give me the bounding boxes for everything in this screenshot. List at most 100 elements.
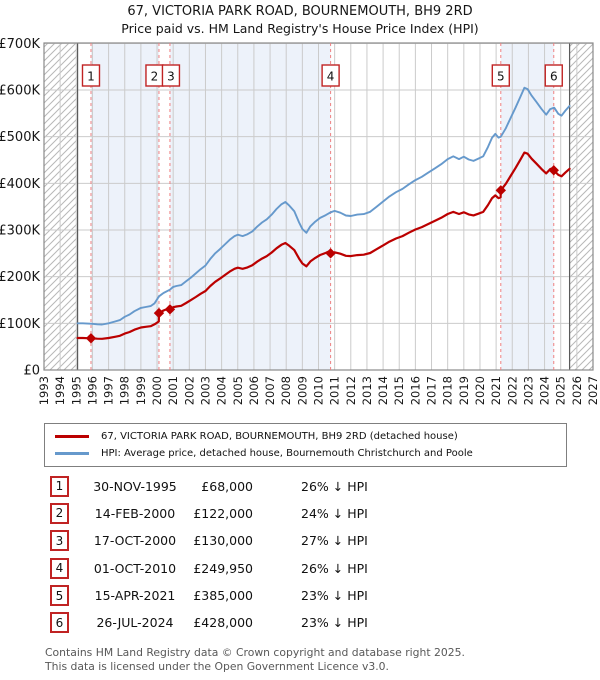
y-axis-label: £400K <box>0 177 40 192</box>
x-axis-label: 2020 <box>473 376 487 405</box>
sale-number-label: 5 <box>497 70 505 84</box>
sale-number-box <box>321 64 340 87</box>
x-axis-label: 2018 <box>441 376 455 405</box>
x-axis-label: 2015 <box>392 376 406 405</box>
x-axis-label: 1999 <box>134 376 148 405</box>
x-axis-label: 2003 <box>198 376 212 405</box>
sale-number-box <box>81 64 101 87</box>
x-axis-label: 2007 <box>263 376 277 405</box>
y-axis-label: £500K <box>0 130 40 145</box>
sale-point-diamond <box>153 307 165 319</box>
sale-date: 01-OCT-2010 <box>93 560 177 576</box>
legend-item-label: HPI: Average price, detached house, Bour… <box>101 448 473 459</box>
sale-price: £428,000 <box>193 615 253 631</box>
ownership-band <box>500 43 554 370</box>
sale-date: 17-OCT-2000 <box>93 533 177 549</box>
sale-price: £130,000 <box>193 533 253 549</box>
x-axis-label: 2021 <box>489 376 503 405</box>
x-axis-label: 2027 <box>586 376 600 405</box>
x-axis-label: 2011 <box>328 376 342 405</box>
sale-date: 26-JUL-2024 <box>96 615 174 631</box>
hpi-comparison: 23% ↓ HPI <box>301 615 368 631</box>
sale-point-diamond <box>548 165 559 176</box>
x-axis-label: 2012 <box>344 376 358 405</box>
sale-number-box <box>161 64 181 87</box>
row-number-badge: 4 <box>50 557 69 579</box>
x-axis-label: 1994 <box>53 376 67 405</box>
y-axis-label: £200K <box>0 270 40 285</box>
sale-price: £68,000 <box>201 478 253 494</box>
footer-line2: This data is licensed under the Open Gov… <box>45 659 389 673</box>
y-axis-label: £300K <box>0 223 40 238</box>
no-data-hatch-right <box>569 43 593 370</box>
license-footer: Contains HM Land Registry data © Crown c… <box>45 646 465 674</box>
sale-number-label: 3 <box>167 70 175 84</box>
sale-price: £385,000 <box>193 588 253 604</box>
sale-point-diamond <box>164 304 176 315</box>
row-number-badge: 3 <box>50 530 69 552</box>
ownership-band <box>169 43 331 370</box>
sale-date: 14-FEB-2000 <box>94 505 176 521</box>
table-row: 3 17-OCT-2000 £130,000 27% ↓ HPI <box>50 530 368 552</box>
x-axis-label: 1996 <box>85 376 99 405</box>
x-axis-label: 2008 <box>279 376 293 405</box>
x-axis-label: 2002 <box>182 376 196 405</box>
x-axis-label: 2022 <box>505 376 519 405</box>
sale-point-diamond <box>495 185 506 196</box>
table-row: 5 15-APR-2021 £385,000 23% ↓ HPI <box>50 585 368 607</box>
row-number-badge: 6 <box>50 612 69 634</box>
row-number-badge: 1 <box>50 475 69 497</box>
sale-number-label: 1 <box>87 70 95 84</box>
x-axis-label: 1993 <box>37 376 51 405</box>
x-axis-label: 2014 <box>376 376 390 405</box>
x-axis-label: 2013 <box>360 376 374 405</box>
hpi-comparison: 24% ↓ HPI <box>301 505 368 521</box>
sale-point-diamond <box>85 333 97 344</box>
hpi-line-sample <box>55 452 89 455</box>
table-row: 2 14-FEB-2000 £122,000 24% ↓ HPI <box>50 502 368 524</box>
x-axis-label: 2023 <box>521 376 535 405</box>
table-row: 6 26-JUL-2024 £428,000 23% ↓ HPI <box>50 612 368 634</box>
x-axis-label: 2001 <box>166 376 180 405</box>
sale-price: £122,000 <box>193 505 253 521</box>
x-axis-label: 2016 <box>408 376 422 405</box>
x-axis-label: 1998 <box>118 376 132 405</box>
sales-table: 1 30-NOV-1995 £68,000 26% ↓ HPI 2 14-FEB-2000… <box>50 475 368 640</box>
x-axis-label: 2004 <box>215 376 229 405</box>
plot-border <box>43 42 594 371</box>
price-line-sample <box>55 435 89 438</box>
sale-date: 30-NOV-1995 <box>93 478 177 494</box>
page-subtitle: Price paid vs. HM Land Registry's House … <box>121 21 479 36</box>
y-axis-label: £100K <box>0 317 40 332</box>
x-axis-label: 2019 <box>457 376 471 405</box>
sale-number-label: 4 <box>327 70 335 84</box>
sale-price: £249,950 <box>193 560 253 576</box>
sale-point-diamond <box>325 248 336 259</box>
page-title: 67, VICTORIA PARK ROAD, BOURNEMOUTH, BH9… <box>127 4 473 19</box>
x-axis-label: 1997 <box>102 376 116 405</box>
legend-item: 67, VICTORIA PARK ROAD, BOURNEMOUTH, BH9… <box>55 428 558 445</box>
y-axis-label: £700K <box>0 37 40 52</box>
row-number-badge: 2 <box>50 502 69 524</box>
x-axis-label: 2025 <box>554 376 568 405</box>
sale-number-box <box>544 64 563 87</box>
x-axis-label: 2017 <box>425 376 439 405</box>
hpi-comparison: 27% ↓ HPI <box>301 533 368 549</box>
hpi-comparison: 26% ↓ HPI <box>301 560 368 576</box>
x-axis-label: 2005 <box>231 376 245 405</box>
x-axis-label: 2024 <box>538 376 552 405</box>
x-axis-label: 2026 <box>570 376 584 405</box>
sale-number-box <box>491 64 510 87</box>
chart-legend: 67, VICTORIA PARK ROAD, BOURNEMOUTH, BH9… <box>44 423 567 467</box>
sale-number-label: 2 <box>151 70 159 84</box>
x-axis-label: 2010 <box>311 376 325 405</box>
hpi-line <box>76 86 571 326</box>
sale-number-label: 6 <box>550 70 558 84</box>
x-axis-label: 2000 <box>150 376 164 405</box>
y-axis-label: £0 <box>23 364 40 379</box>
legend-item-label: 67, VICTORIA PARK ROAD, BOURNEMOUTH, BH9… <box>101 431 458 442</box>
row-number-badge: 5 <box>50 585 69 607</box>
hpi-comparison: 23% ↓ HPI <box>301 588 368 604</box>
table-row: 4 01-OCT-2010 £249,950 26% ↓ HPI <box>50 557 368 579</box>
x-axis-label: 2006 <box>247 376 261 405</box>
